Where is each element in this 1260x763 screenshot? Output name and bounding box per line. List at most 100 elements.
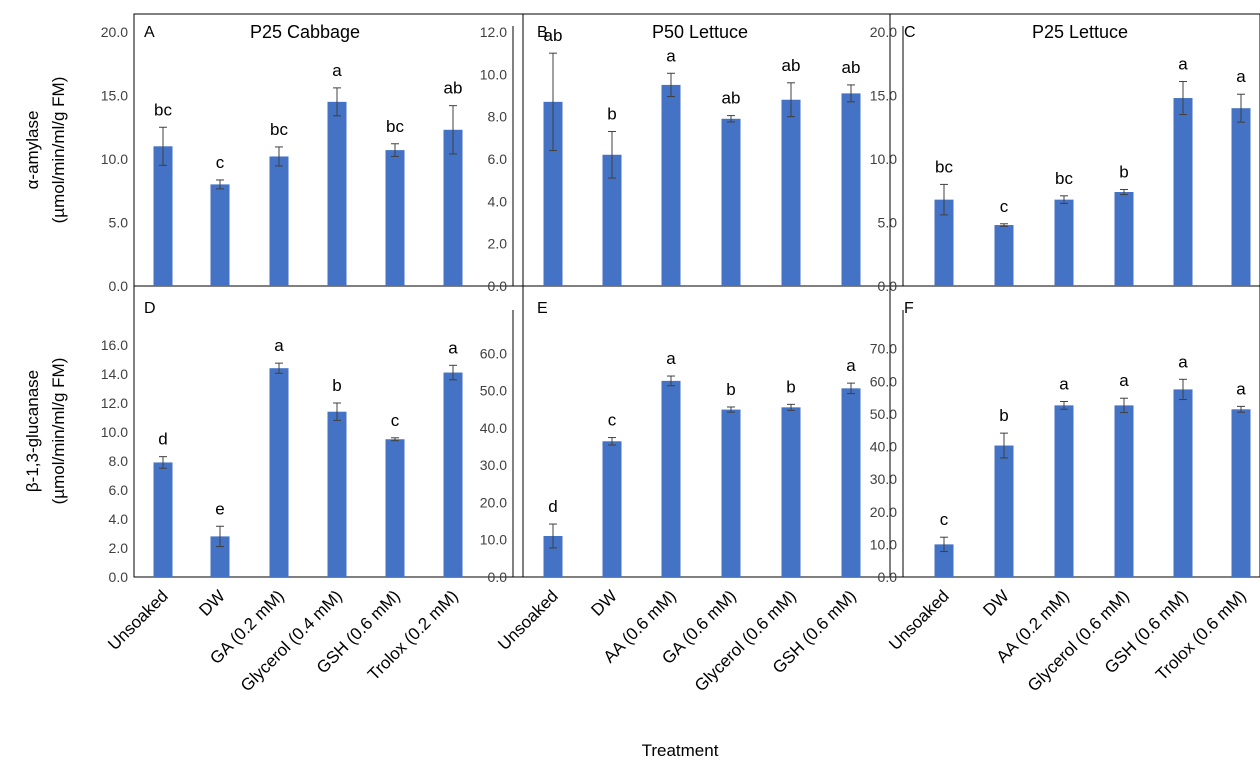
- y-tick-label: 50.0: [480, 383, 507, 399]
- significance-label: ab: [722, 89, 741, 108]
- category-label: DW: [979, 586, 1012, 619]
- bar: [602, 441, 622, 577]
- significance-label: d: [548, 497, 557, 516]
- bar: [1114, 192, 1134, 286]
- panel-label: E: [537, 300, 548, 317]
- y-tick-label: 10.0: [480, 532, 507, 548]
- category-label: Unsoaked: [885, 586, 953, 654]
- significance-label: bc: [1055, 169, 1073, 188]
- significance-label: a: [1059, 374, 1069, 393]
- y-tick-label: 4.0: [488, 193, 508, 209]
- y-tick-label: 12.0: [101, 395, 128, 411]
- bar: [661, 380, 681, 577]
- significance-label: a: [666, 46, 676, 65]
- y-tick-label: 30.0: [870, 471, 897, 487]
- significance-label: ab: [842, 58, 861, 77]
- y-tick-label: 0.0: [109, 569, 129, 585]
- significance-label: bc: [386, 117, 404, 136]
- y-tick-label: 0.0: [109, 278, 129, 294]
- y-tick-label: 20.0: [870, 24, 897, 40]
- y-tick-label: 40.0: [870, 439, 897, 455]
- y-tick-label: 60.0: [480, 345, 507, 361]
- x-axis-title: Treatment: [642, 741, 719, 760]
- bar: [602, 154, 622, 286]
- bar: [269, 156, 289, 286]
- significance-label: c: [1000, 197, 1009, 216]
- significance-label: a: [332, 61, 342, 80]
- y-tick-label: 10.0: [870, 536, 897, 552]
- y-tick-label: 30.0: [480, 457, 507, 473]
- panel-label: D: [144, 300, 156, 317]
- bar: [269, 368, 289, 577]
- bar: [1173, 389, 1193, 577]
- category-label: Unsoaked: [494, 586, 562, 654]
- y-tick-label: 0.0: [878, 278, 898, 294]
- bar: [661, 84, 681, 287]
- panel-label: B: [537, 24, 548, 41]
- category-label: Glycerol (0.4 mM): [237, 586, 346, 695]
- plot-frame: [133, 13, 1260, 578]
- significance-label: a: [1236, 379, 1246, 398]
- y-tick-label: 0.0: [488, 278, 508, 294]
- bar: [153, 462, 173, 577]
- bar: [841, 388, 861, 577]
- bar: [721, 409, 741, 577]
- significance-label: bc: [935, 157, 953, 176]
- significance-label: a: [1119, 371, 1129, 390]
- bar: [210, 536, 230, 577]
- significance-label: a: [846, 356, 856, 375]
- y-tick-label: 6.0: [488, 151, 508, 167]
- bar: [385, 439, 405, 577]
- y-tick-label: 12.0: [480, 24, 507, 40]
- bar: [781, 407, 801, 577]
- bar: [543, 535, 563, 577]
- y-tick-label: 10.0: [870, 151, 897, 167]
- y-axis-unit: (µmol/min/ml/g FM): [49, 77, 68, 224]
- bar: [327, 411, 347, 577]
- bar: [1173, 98, 1193, 286]
- y-tick-label: 10.0: [101, 424, 128, 440]
- significance-label: a: [1178, 352, 1188, 371]
- bar: [1231, 108, 1251, 286]
- significance-label: bc: [270, 120, 288, 139]
- y-tick-label: 8.0: [109, 453, 129, 469]
- bar: [781, 99, 801, 286]
- bar: [543, 101, 563, 286]
- category-label: DW: [587, 586, 620, 619]
- bar: [934, 199, 954, 286]
- y-tick-label: 4.0: [109, 511, 129, 527]
- bar: [1114, 405, 1134, 577]
- significance-label: bc: [154, 100, 172, 119]
- panel-label: C: [904, 24, 916, 41]
- significance-label: b: [726, 380, 735, 399]
- significance-label: ab: [444, 79, 463, 98]
- y-axis-title: α-amylase: [23, 111, 42, 190]
- y-tick-label: 20.0: [101, 24, 128, 40]
- significance-label: b: [999, 406, 1008, 425]
- panel-title: P25 Cabbage: [250, 22, 360, 42]
- category-label: DW: [195, 586, 228, 619]
- significance-label: c: [940, 510, 949, 529]
- bar: [385, 150, 405, 286]
- significance-label: c: [608, 411, 617, 430]
- bar: [1231, 409, 1251, 577]
- significance-label: d: [158, 430, 167, 449]
- significance-label: b: [1119, 162, 1128, 181]
- significance-label: a: [274, 336, 284, 355]
- bar: [841, 93, 861, 286]
- bar: [210, 184, 230, 286]
- significance-label: a: [1236, 67, 1246, 86]
- significance-label: a: [666, 349, 676, 368]
- bar: [443, 372, 463, 577]
- significance-label: a: [1178, 55, 1188, 74]
- y-tick-label: 16.0: [101, 337, 128, 353]
- bar: [1054, 405, 1074, 577]
- significance-label: a: [448, 338, 458, 357]
- panel-title: P50 Lettuce: [652, 22, 748, 42]
- bar: [1054, 199, 1074, 286]
- bar: [443, 129, 463, 286]
- category-label: Glycerol (0.6 mM): [691, 586, 800, 695]
- y-axis-title: β-1,3-glucanase: [23, 370, 42, 492]
- y-tick-label: 2.0: [488, 236, 508, 252]
- y-tick-label: 5.0: [109, 215, 129, 231]
